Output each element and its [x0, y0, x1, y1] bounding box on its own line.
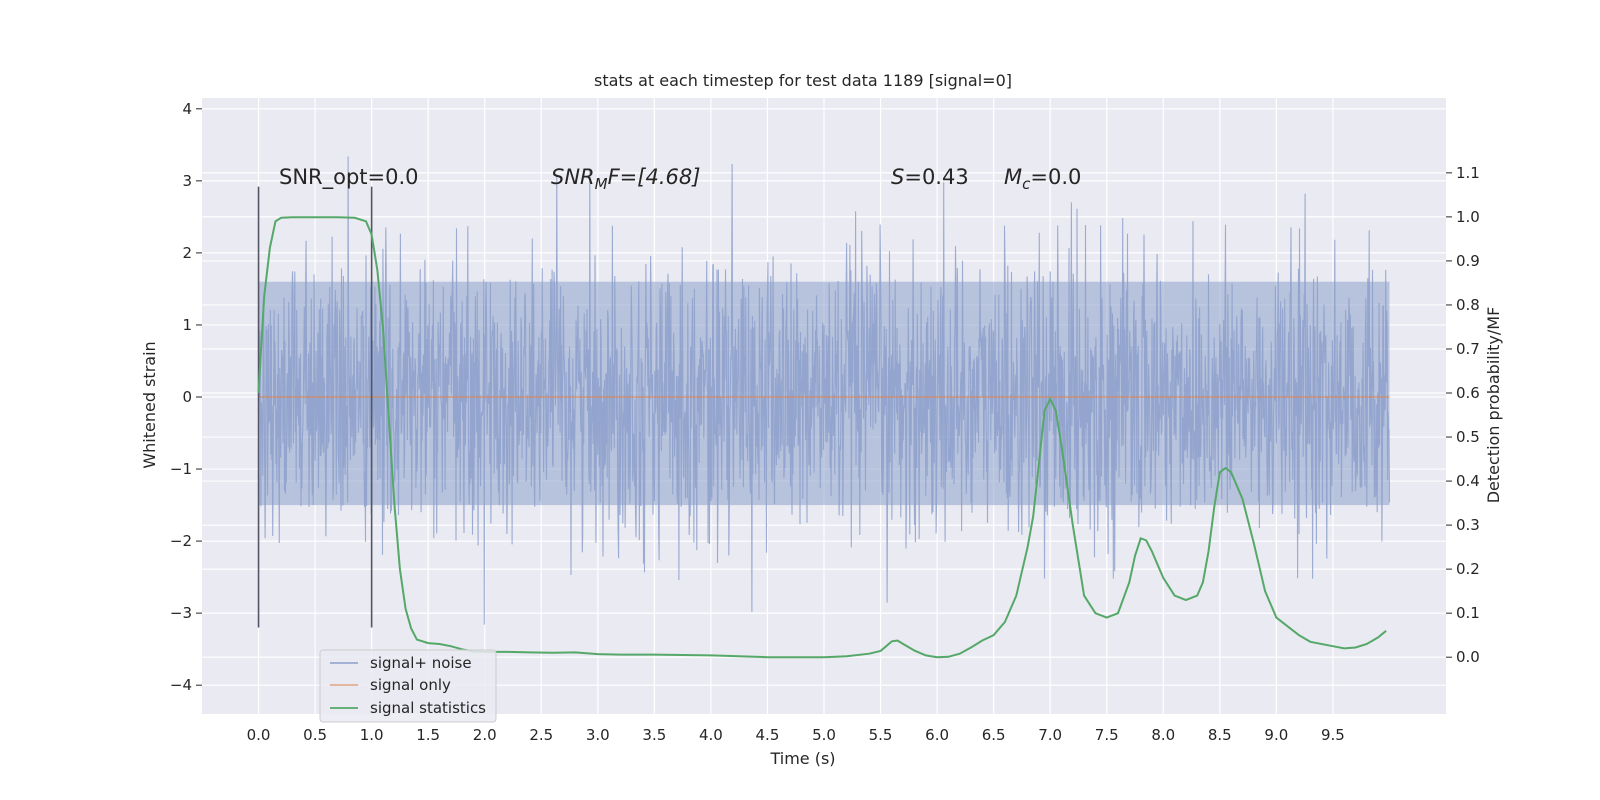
y2-tick-label: 0.9: [1456, 252, 1480, 270]
snr-mf-rest: F=[4.68]: [608, 165, 701, 189]
x-tick-label: 3.0: [586, 726, 610, 744]
x-tick-label: 4.0: [699, 726, 723, 744]
left-axis: 4 3 2 1 0 −1 −2 −3 −4: [170, 100, 202, 694]
legend: signal+ noise signal only signal statist…: [319, 649, 497, 723]
y-tick-label: −3: [170, 604, 192, 622]
snr-mf-sub: M: [595, 175, 608, 193]
y2-tick-label: 0.3: [1456, 516, 1480, 534]
y2-tick-label: 0.8: [1456, 296, 1480, 314]
y2-tick-label: 0.1: [1456, 604, 1480, 622]
x-tick-label: 7.0: [1038, 726, 1062, 744]
x-axis: 0.0 0.5 1.0 1.5 2.0 2.5 3.0 3.5 4.0 4.5 5.0 5.5 6.0 6…: [247, 726, 1345, 744]
x-tick-label: 4.5: [756, 726, 780, 744]
x-tick-label: 5.5: [869, 726, 893, 744]
y2-tick-label: 0.6: [1456, 384, 1480, 402]
x-tick-label: 1.5: [416, 726, 440, 744]
x-tick-label: 2.5: [529, 726, 553, 744]
x-tick-label: 8.5: [1208, 726, 1232, 744]
x-tick-label: 7.5: [1095, 726, 1119, 744]
x-tick-label: 5.0: [812, 726, 836, 744]
legend-label-signal: signal only: [370, 676, 451, 694]
y-tick-label: 0: [182, 388, 192, 406]
x-axis-label: Time (s): [769, 749, 835, 768]
mc-sub: c: [1022, 175, 1031, 193]
x-tick-label: 3.5: [642, 726, 666, 744]
snr-opt-annotation: SNR_opt=0.0: [279, 165, 419, 190]
legend-box: [319, 649, 497, 723]
y2-tick-label: 0.4: [1456, 472, 1480, 490]
y2-tick-label: 0.2: [1456, 560, 1480, 578]
chart-title: stats at each timestep for test data 118…: [594, 71, 1012, 90]
x-tick-label: 6.5: [982, 726, 1006, 744]
noise-line: [257, 156, 1391, 625]
snr-mf-annotation: SNRMF=[4.68]: [551, 165, 700, 193]
y2-tick-label: 0.0: [1456, 648, 1480, 666]
s-label: S: [891, 165, 904, 189]
y-tick-label: 4: [182, 100, 192, 118]
right-axis: 1.1 1.0 0.9 0.8 0.7 0.6 0.5 0.4 0.3 0.2 0.1 0.0: [1446, 164, 1480, 666]
x-tick-label: 9.5: [1321, 726, 1345, 744]
x-tick-label: 0.0: [247, 726, 271, 744]
mc-annotation: Mc=0.0: [1004, 165, 1081, 193]
y-tick-label: 2: [182, 244, 192, 262]
y2-tick-label: 1.0: [1456, 208, 1480, 226]
y2-tick-label: 0.7: [1456, 340, 1480, 358]
y2-tick-label: 1.1: [1456, 164, 1480, 182]
s-value: =0.43: [904, 165, 968, 189]
y-tick-label: −2: [170, 532, 192, 550]
y-tick-label: 1: [182, 316, 192, 334]
legend-label-stats: signal statistics: [370, 699, 486, 717]
y-tick-label: 3: [182, 172, 192, 190]
y-axis-label: Whitened strain: [140, 341, 159, 468]
signal-statistics-series: [257, 216, 1387, 659]
y-tick-label: −4: [170, 676, 192, 694]
x-tick-label: 9.0: [1264, 726, 1288, 744]
y2-tick-label: 0.5: [1456, 428, 1480, 446]
markers: [257, 186, 373, 628]
snr-mf-base: SNR: [551, 165, 595, 189]
x-tick-label: 6.0: [925, 726, 949, 744]
noise-series: [257, 156, 1391, 625]
x-tick-label: 1.0: [360, 726, 384, 744]
x-tick-label: 0.5: [303, 726, 327, 744]
mc-label: M: [1004, 165, 1022, 189]
legend-label-noise: signal+ noise: [370, 654, 472, 672]
signal-statistics-line: [257, 216, 1387, 659]
x-tick-label: 8.0: [1151, 726, 1175, 744]
y-tick-label: −1: [170, 460, 192, 478]
s-annotation: S=0.43: [891, 165, 969, 189]
y2-axis-label: Detection probability/MF: [1484, 307, 1503, 504]
mc-value: =0.0: [1030, 165, 1081, 189]
x-tick-label: 2.0: [473, 726, 497, 744]
